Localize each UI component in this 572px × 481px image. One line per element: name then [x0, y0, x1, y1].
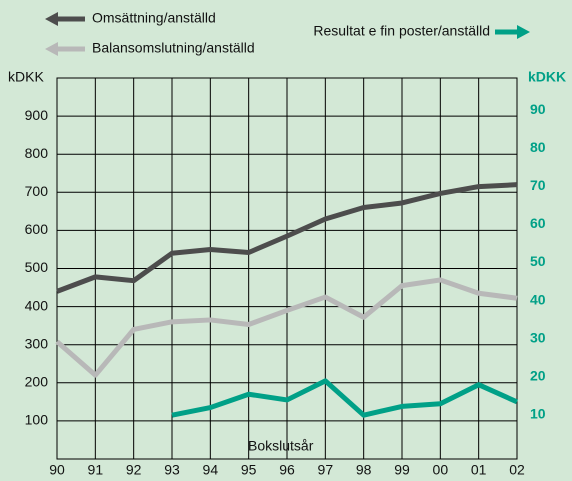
y-tick-label: 800: [25, 145, 49, 161]
x-tick-label: 97: [318, 462, 334, 478]
y-tick-label: 400: [25, 297, 49, 313]
y2-tick-label: 40: [530, 291, 546, 307]
x-axis-label: Bokslutsår: [248, 438, 314, 454]
legend-arrow-head: [45, 12, 58, 26]
legend-arrow-head: [517, 25, 530, 39]
series-line: [171, 378, 519, 418]
x-tick-label: 92: [126, 462, 142, 478]
y-tick-label: 900: [25, 107, 49, 123]
x-tick-label: 91: [88, 462, 104, 478]
x-tick-label: 93: [164, 462, 180, 478]
y-tick-label: 700: [25, 183, 49, 199]
y-tick-label: 600: [25, 221, 49, 237]
x-tick-label: 94: [203, 462, 219, 478]
series-line: [56, 182, 518, 294]
x-tick-label: 95: [241, 462, 257, 478]
y2-tick-label: 20: [530, 368, 546, 384]
x-tick-label: 00: [433, 462, 449, 478]
x-tick-label: 02: [509, 462, 525, 478]
y2-tick-label: 90: [530, 101, 546, 117]
legend-label: Omsättning/anställd: [92, 10, 216, 26]
legend-label: Resultat e fin poster/anställd: [313, 23, 490, 39]
x-tick-label: 99: [394, 462, 410, 478]
y2-tick-label: 30: [530, 329, 546, 345]
legend-arrow-head: [45, 42, 58, 56]
x-tick-label: 96: [279, 462, 295, 478]
y2-tick-label: 10: [530, 406, 546, 422]
x-tick-label: 01: [471, 462, 487, 478]
y2-tick-label: 70: [530, 177, 546, 193]
series-line: [55, 277, 518, 378]
y2-tick-label: 80: [530, 139, 546, 155]
x-tick-label: 90: [49, 462, 65, 478]
y-tick-label: 300: [25, 335, 49, 351]
y2-axis-label: kDKK: [528, 69, 566, 85]
x-tick-label: 98: [356, 462, 372, 478]
y-tick-label: 500: [25, 259, 49, 275]
y-tick-label: 200: [25, 374, 49, 390]
y2-tick-label: 60: [530, 215, 546, 231]
legend-label: Balansomslutning/anställd: [92, 40, 255, 56]
y-tick-label: 100: [25, 412, 49, 428]
y-axis-label: kDKK: [8, 69, 44, 85]
y2-tick-label: 50: [530, 253, 546, 269]
